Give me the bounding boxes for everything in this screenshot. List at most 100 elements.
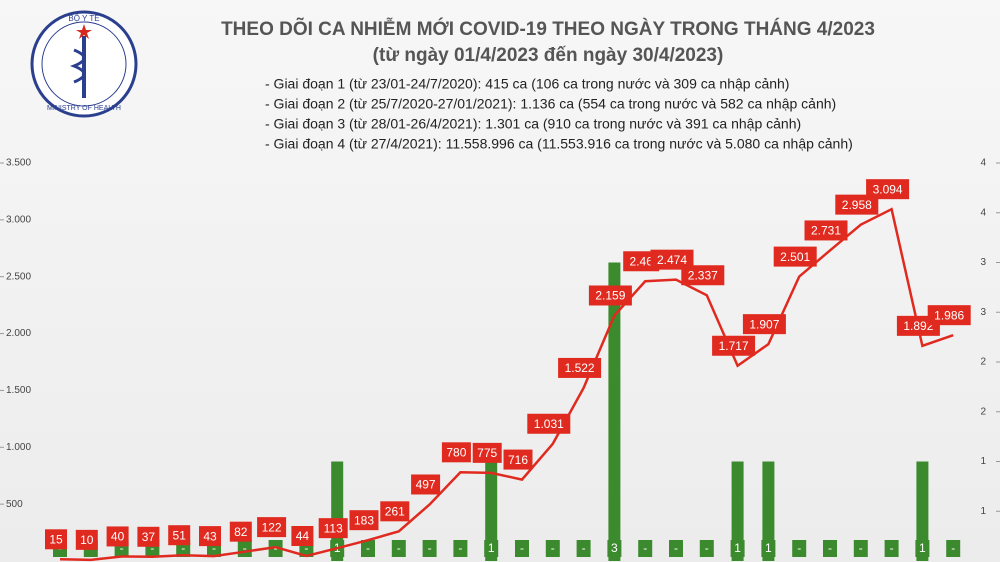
y2-tick-label: 4 [980, 158, 986, 169]
bar-label-box [391, 540, 406, 557]
data-label: 1.986 [934, 308, 964, 322]
y2-tick-label: 3 [980, 257, 986, 268]
bar-label: - [705, 541, 709, 555]
data-label: 2.159 [595, 289, 625, 303]
bar [762, 461, 775, 561]
data-label: 1.522 [565, 361, 595, 375]
y-tick-label: 500 [6, 499, 23, 510]
bar-label-box [638, 540, 653, 557]
data-label: 82 [234, 525, 248, 539]
data-label: 44 [296, 529, 310, 543]
y2-tick-label: 1 [980, 506, 986, 517]
bar-label-box [515, 540, 529, 557]
data-label-box [318, 518, 348, 539]
data-label: 2.958 [842, 198, 872, 212]
bar-label: 1 [765, 541, 772, 555]
data-label-box [623, 251, 660, 272]
bar [731, 461, 744, 561]
bar-label-box [607, 540, 622, 557]
note: - Giai đoạn 3 (từ 28/01-26/4/2021): 1.30… [265, 116, 801, 132]
data-label: 1.717 [719, 339, 749, 353]
data-label-box [588, 285, 632, 306]
bar-label: - [674, 541, 678, 555]
data-label-box [257, 517, 287, 538]
bar [485, 461, 498, 561]
bar-label: 3 [611, 541, 618, 555]
bar-label-box [823, 540, 837, 557]
bar-label: - [828, 541, 832, 555]
data-label: 780 [446, 445, 466, 459]
data-label: 2.337 [688, 268, 718, 282]
data-label: 3.094 [873, 182, 903, 196]
bar-label-box [699, 540, 714, 557]
data-label: 183 [354, 513, 374, 527]
bar-label-box [576, 540, 591, 557]
bar-label: - [582, 541, 586, 555]
bar-label: - [890, 541, 894, 555]
y-tick-label: 2.500 [6, 271, 31, 282]
data-label: 775 [477, 446, 497, 460]
data-label-box [681, 265, 725, 286]
data-label-box [168, 525, 191, 546]
bar-label: 1 [734, 541, 741, 555]
data-label: 261 [385, 504, 405, 518]
data-label-box [835, 194, 879, 215]
bar-label-box [422, 540, 437, 557]
chart-subtitle: (từ ngày 01/4/2023 đến ngày 30/4/2023) [373, 45, 724, 66]
data-label-box [527, 413, 571, 434]
bar-label-box [545, 540, 560, 557]
data-label: 1.907 [749, 317, 779, 331]
y2-tick-label: 1 [980, 456, 986, 467]
bar-label-box [484, 540, 499, 557]
data-label: 2.46 [630, 254, 654, 268]
bar-label: - [951, 541, 955, 555]
data-label-box [650, 249, 694, 270]
bar-label: - [797, 541, 801, 555]
data-label: 497 [416, 478, 436, 492]
chart-title: THEO DÕI CA NHIỄM MỚI COVID-19 THEO NGÀY… [221, 18, 875, 40]
data-label: 122 [262, 520, 282, 534]
bar-label: - [304, 541, 308, 555]
bar-label: - [859, 541, 863, 555]
data-label-box [712, 335, 756, 356]
data-label-box [106, 526, 129, 547]
data-label: 716 [508, 453, 528, 467]
bar-label: - [150, 541, 154, 555]
bar-label-box [915, 540, 930, 557]
data-label-box [866, 179, 910, 200]
line [59, 207, 954, 562]
y2-tick-label: 3 [980, 307, 986, 318]
bar-label-box [453, 540, 468, 557]
bar-label: - [397, 541, 401, 555]
data-label-box [75, 529, 98, 550]
data-label: 10 [80, 533, 94, 547]
data-label: 51 [173, 528, 187, 542]
data-label: 1.892 [903, 319, 933, 333]
bar-label-box [761, 540, 776, 557]
y2-tick-label: 2 [980, 357, 986, 368]
bar [608, 262, 621, 561]
y2-tick-label: 2 [980, 406, 986, 417]
logo-top: BỘ Y TẾ [68, 13, 99, 23]
data-label: 2.731 [811, 224, 841, 238]
bar-label: - [243, 541, 247, 555]
bar-label: - [120, 541, 124, 555]
data-label-box [503, 449, 533, 470]
data-label: 37 [142, 530, 156, 544]
data-label-box [349, 510, 379, 531]
data-label-box [472, 442, 502, 463]
bar-label-box [946, 540, 961, 557]
data-label-box [291, 525, 314, 546]
bar-label: 1 [919, 541, 926, 555]
data-label-box [411, 474, 441, 495]
data-label-box [45, 529, 67, 550]
y-tick-label: 3.000 [6, 214, 31, 225]
note: - Giai đoạn 2 (từ 25/7/2020-27/01/2021):… [265, 96, 836, 112]
data-label-box [773, 246, 817, 267]
logo-bottom: MINISTRY OF HEALTH [47, 105, 121, 112]
note: - Giai đoạn 1 (từ 23/01-24/7/2020): 415 … [265, 76, 789, 92]
data-label: 2.501 [780, 250, 810, 264]
bar-label: - [212, 541, 216, 555]
data-label-box [558, 357, 602, 378]
data-label: 15 [49, 532, 63, 546]
